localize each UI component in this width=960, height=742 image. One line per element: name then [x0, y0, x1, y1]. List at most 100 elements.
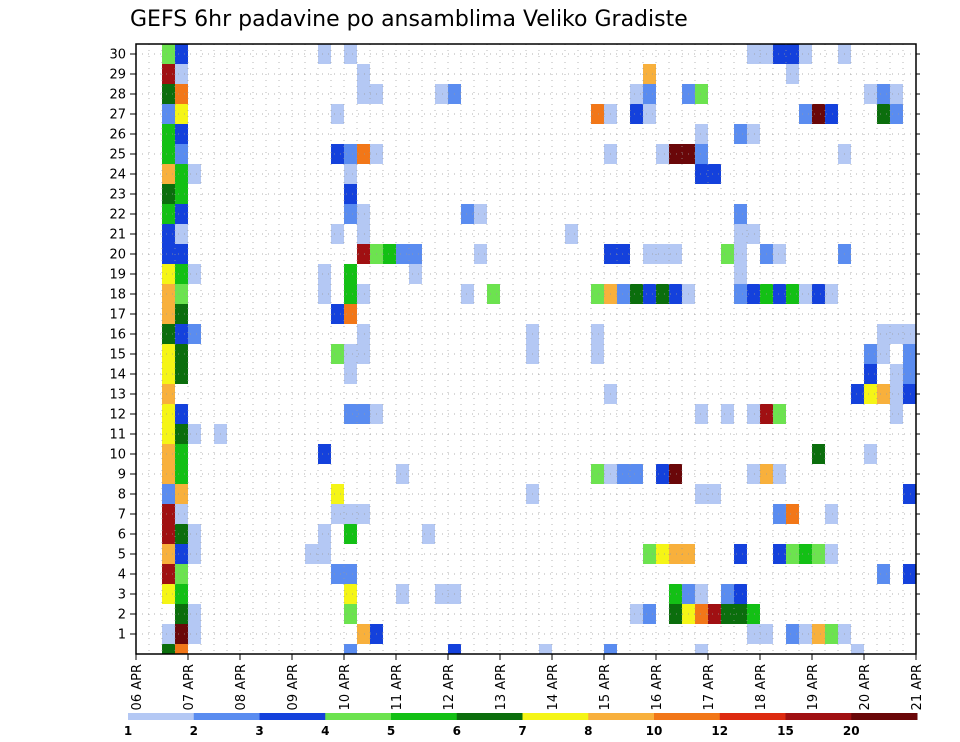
- heatmap-cell: [539, 644, 552, 654]
- heatmap-cell: [162, 584, 175, 604]
- y-tick-label: 6: [118, 528, 126, 543]
- heatmap-cell: [305, 544, 318, 564]
- heatmap-cell: [344, 164, 357, 184]
- heatmap-cell: [383, 244, 396, 264]
- heatmap-cell: [162, 524, 175, 544]
- heatmap-cell: [344, 44, 357, 64]
- heatmap-cell: [773, 44, 786, 64]
- heatmap-cell: [331, 564, 344, 584]
- heatmap-cell: [175, 204, 188, 224]
- y-tick-label: 18: [109, 288, 126, 303]
- heatmap-cell: [799, 104, 812, 124]
- colorbar-swatch: [456, 713, 523, 720]
- heatmap-cell: [747, 624, 760, 644]
- heatmap-cell: [448, 644, 461, 654]
- plot-frame: [135, 43, 917, 655]
- heatmap-cell: [643, 604, 656, 624]
- heatmap-cell: [877, 84, 890, 104]
- heatmap-cell: [747, 404, 760, 424]
- heatmap-cell: [864, 364, 877, 384]
- heatmap-cell: [643, 244, 656, 264]
- heatmap-cell: [877, 344, 890, 364]
- heatmap-cell: [890, 84, 903, 104]
- y-tick-label: 20: [109, 248, 126, 263]
- heatmap-cell: [695, 584, 708, 604]
- y-axis: 1234567891011121314151617181920212223242…: [109, 48, 920, 643]
- heatmap-cell: [877, 384, 890, 404]
- heatmap-cell: [344, 364, 357, 384]
- heatmap-cell: [903, 344, 916, 364]
- heatmap-cell: [162, 244, 175, 264]
- grid-lines: [136, 44, 916, 654]
- heatmap-cell: [357, 324, 370, 344]
- x-tick-label: 21 APR: [910, 664, 925, 710]
- heatmap-cell: [708, 604, 721, 624]
- heatmap-cell: [773, 544, 786, 564]
- heatmap-cell: [825, 504, 838, 524]
- y-tick-label: 8: [118, 488, 126, 503]
- heatmap-cell: [721, 604, 734, 624]
- heatmap-cell: [591, 284, 604, 304]
- y-tick-label: 15: [109, 348, 126, 363]
- y-tick-label: 14: [109, 368, 126, 383]
- colorbar-swatch: [325, 713, 392, 720]
- heatmap-cell: [162, 484, 175, 504]
- heatmap-cell: [344, 144, 357, 164]
- heatmap-cell: [643, 544, 656, 564]
- heatmap-cell: [903, 484, 916, 504]
- heatmap-cell: [747, 44, 760, 64]
- heatmap-cell: [175, 404, 188, 424]
- heatmap-cell: [162, 284, 175, 304]
- heatmap-cell: [175, 124, 188, 144]
- y-tick-label: 19: [109, 268, 126, 283]
- y-tick-label: 5: [118, 548, 126, 563]
- heatmap-cell: [175, 624, 188, 644]
- heatmap-cell: [864, 384, 877, 404]
- heatmap-cell: [318, 524, 331, 544]
- colorbar-swatch: [851, 713, 918, 720]
- heatmap-cell: [188, 164, 201, 184]
- heatmap-cell: [721, 244, 734, 264]
- heatmap-cell: [617, 244, 630, 264]
- colorbar-swatch: [193, 713, 260, 720]
- y-tick-label: 26: [109, 128, 126, 143]
- y-tick-label: 7: [118, 508, 126, 523]
- x-tick-label: 09 APR: [286, 664, 301, 710]
- heatmap-cell: [903, 364, 916, 384]
- heatmap-cell: [162, 84, 175, 104]
- colorbar-legend: 1 2 3 4 5 6 7 8 10 12 15 20: [124, 713, 918, 738]
- heatmap-cell: [162, 464, 175, 484]
- heatmap-cell: [630, 604, 643, 624]
- heatmap-cell: [864, 444, 877, 464]
- heatmap-cell: [175, 244, 188, 264]
- y-tick-label: 10: [109, 448, 126, 463]
- heatmap-cell: [799, 624, 812, 644]
- heatmap-cell: [825, 284, 838, 304]
- y-tick-label: 12: [109, 408, 126, 423]
- heatmap-cell: [162, 624, 175, 644]
- heatmap-cell: [812, 104, 825, 124]
- heatmap-cell: [175, 224, 188, 244]
- heatmap-cell: [851, 644, 864, 654]
- heatmap-cell: [357, 224, 370, 244]
- heatmap-cell: [162, 444, 175, 464]
- heatmap-cell: [747, 224, 760, 244]
- heatmap-cell: [487, 284, 500, 304]
- heatmap-cell: [175, 344, 188, 364]
- heatmap-cell: [461, 204, 474, 224]
- heatmap-cell: [890, 104, 903, 124]
- heatmap-cell: [734, 284, 747, 304]
- heatmap-cell: [357, 84, 370, 104]
- colorbar-swatch: [719, 713, 786, 720]
- heatmap-cell: [188, 324, 201, 344]
- heatmap-cell: [643, 84, 656, 104]
- heatmap-cell: [786, 64, 799, 84]
- heatmap-cell: [656, 244, 669, 264]
- heatmap-cell: [864, 84, 877, 104]
- heatmap-cell: [344, 304, 357, 324]
- heatmap-cell: [903, 564, 916, 584]
- colorbar-swatch: [259, 713, 326, 720]
- heatmap-cell: [331, 144, 344, 164]
- heatmap-cell: [175, 44, 188, 64]
- x-tick-label: 20 APR: [858, 664, 873, 710]
